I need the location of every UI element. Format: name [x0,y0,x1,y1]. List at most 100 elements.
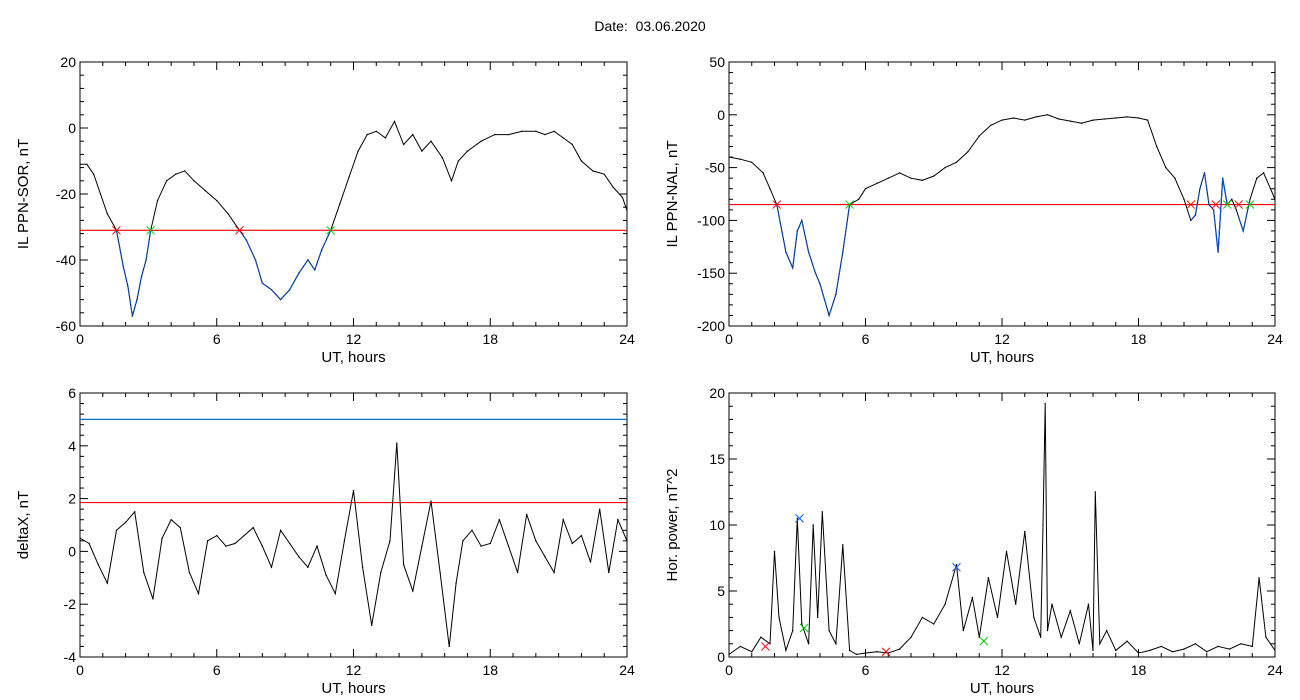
data-point [325,574,327,576]
data-point [1149,649,1151,652]
data-point [1265,636,1267,638]
data-point [835,643,837,645]
data-point [580,534,583,537]
data-point [384,137,387,139]
data-point [216,534,218,537]
y-tick-label: 50 [709,54,725,70]
y-axis-label: IL PPN-NAL, nT [664,141,681,248]
x-tick-label: 6 [213,331,221,347]
data-point [412,590,414,592]
data-point [1274,649,1275,652]
below-threshold-segment [239,229,332,301]
data-point [298,555,300,558]
data-point [1069,120,1071,122]
y-tick-label: -20 [56,186,76,202]
data-point [1051,603,1053,605]
data-point [343,540,346,542]
x-tick-label: 12 [994,662,1010,678]
data-point [466,150,469,152]
y-tick-label: 15 [709,451,725,467]
data-point [197,592,200,595]
data-point [796,517,798,520]
data-point [1058,118,1060,120]
data-point [773,550,776,553]
crossing-marker-start-stroke-b [1186,200,1196,209]
data-point [507,133,510,136]
data-point [494,133,496,136]
data-point [962,629,965,632]
data-point [204,190,207,192]
data-point [225,545,227,547]
crossing-marker-start-stroke-b [1234,200,1243,209]
data-point [1080,122,1083,124]
data-point [971,596,974,599]
data-point [1137,652,1140,654]
data-point [598,508,601,510]
y-tick-label: -150 [697,265,725,281]
power-marker-peak [952,562,961,572]
data-point [402,143,405,146]
data-point [1024,530,1026,533]
data-point [498,519,501,521]
y-tick-label: -40 [56,252,76,268]
data-point [612,186,615,189]
data-point [206,540,209,542]
data-point [1126,640,1128,642]
data-point [1039,636,1042,638]
y-tick-label: -60 [56,318,76,334]
crossing-marker-end [326,225,336,235]
data-point [1105,629,1108,632]
data-point [562,519,564,521]
data-point [626,209,627,212]
x-tick-label: 18 [1131,662,1147,678]
data-point [553,130,555,132]
data-point [1046,629,1049,632]
y-tick-label: 0 [717,107,725,123]
crossing-marker-end-stroke-b [326,225,336,235]
data-point [1235,209,1238,211]
data-point [996,616,999,619]
data-point [80,163,81,165]
data-point [955,563,958,566]
data-point [571,143,573,146]
data-point [430,140,432,142]
x-tick-label: 12 [346,662,362,678]
data-point [421,150,423,152]
x-tick-label: 18 [1131,331,1147,347]
data-point [1240,643,1242,645]
data-point [1160,645,1162,648]
data-point [480,545,482,547]
data-point [1094,491,1096,493]
data-point [193,180,195,182]
data-point [898,648,901,650]
x-tick-label: 12 [346,331,362,347]
x-tick-label: 12 [994,331,1010,347]
data-point [910,636,912,638]
data-point [769,188,771,190]
data-point [348,176,350,179]
data-point [143,571,145,574]
data-point [115,529,118,531]
data-point [1042,524,1044,526]
data-point [887,177,889,179]
x-tick-label: 24 [619,662,635,678]
data-point [592,170,594,172]
data-point [989,124,992,127]
y-tick-label: 10 [709,517,725,533]
data-point [455,582,457,584]
data-point [1092,649,1094,652]
data-point [626,540,627,542]
data-point [430,500,432,502]
plot-area [729,402,1275,656]
data-point [270,566,273,568]
data-point [801,623,803,625]
data-point [97,563,99,566]
y-tick-label: -4 [64,649,77,665]
data-point [175,173,177,175]
data-point [1044,402,1046,405]
data-point [489,542,491,545]
y-axis-label: IL PPN-SOR, nT [15,139,32,249]
crossing-marker-end-stroke-b [1222,200,1232,209]
